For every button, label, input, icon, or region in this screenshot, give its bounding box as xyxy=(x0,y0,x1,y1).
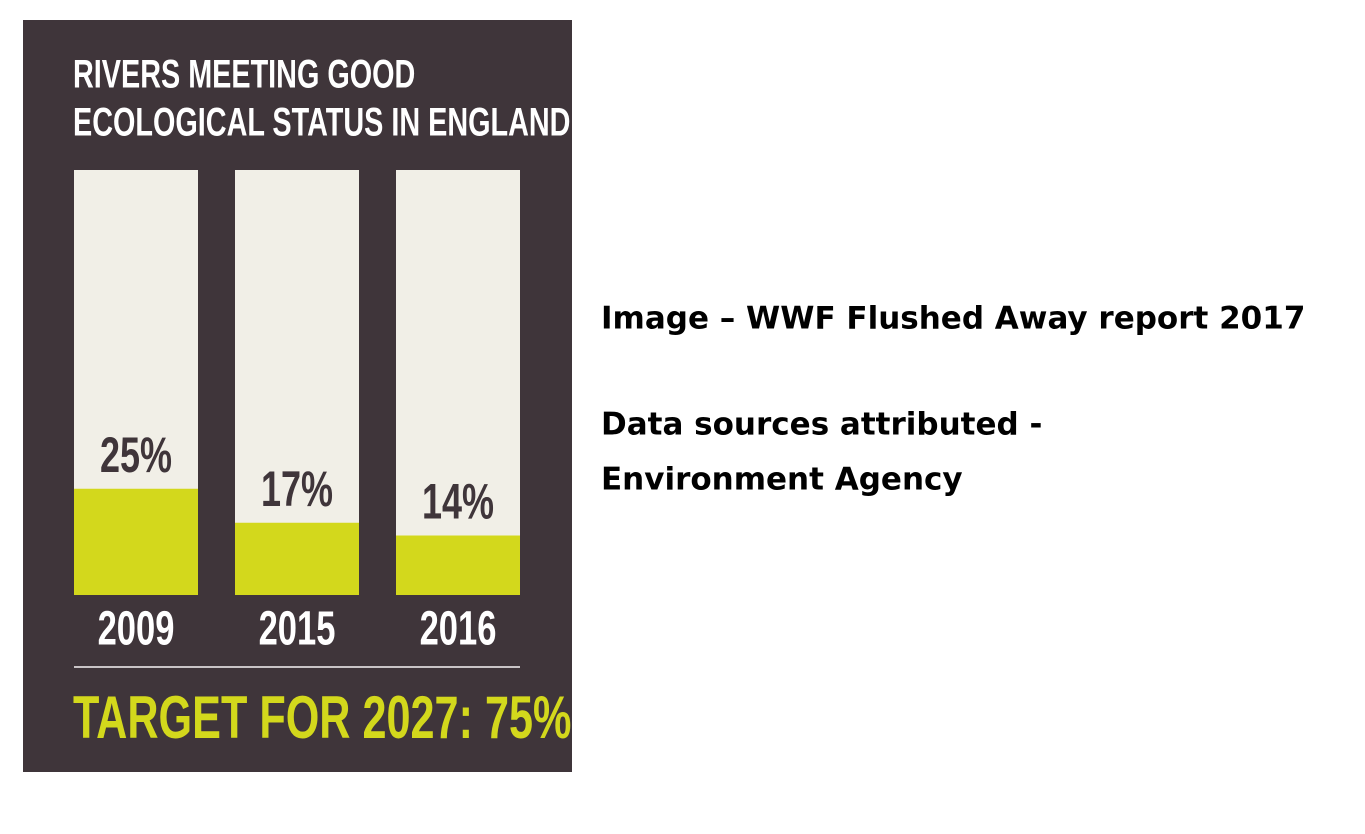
x-tick-label: 2009 xyxy=(98,601,175,655)
annotation-group: TARGET FOR 2027: 75% xyxy=(73,685,571,752)
caption: Image – WWF Flushed Away report 2017 xyxy=(601,301,1305,337)
value-label-group: 14% xyxy=(422,475,494,530)
caption: Environment Agency xyxy=(601,462,963,498)
x-tick-label: 2016 xyxy=(420,601,497,655)
value-label-group: 17% xyxy=(261,462,333,517)
x-tick-label-group: 2015 xyxy=(259,601,336,655)
x-tick-label: 2015 xyxy=(259,601,336,655)
caption: Data sources attributed - xyxy=(601,407,1042,443)
value-label: 25% xyxy=(100,428,172,483)
chart-title: ECOLOGICAL STATUS IN ENGLAND xyxy=(73,100,570,145)
bar xyxy=(74,488,198,595)
x-tick-label-group: 2009 xyxy=(98,601,175,655)
annotation: TARGET FOR 2027: 75% xyxy=(73,685,571,752)
chart-title-group: ECOLOGICAL STATUS IN ENGLAND xyxy=(73,100,570,145)
chart-title: RIVERS MEETING GOOD xyxy=(73,52,415,97)
x-tick-label-group: 2016 xyxy=(420,601,497,655)
value-label: 17% xyxy=(261,462,333,517)
value-label: 14% xyxy=(422,475,494,530)
bar xyxy=(396,535,520,595)
bar xyxy=(235,522,359,595)
value-label-group: 25% xyxy=(100,428,172,483)
bar-background xyxy=(396,170,520,595)
chart-title-group: RIVERS MEETING GOOD xyxy=(73,52,415,97)
